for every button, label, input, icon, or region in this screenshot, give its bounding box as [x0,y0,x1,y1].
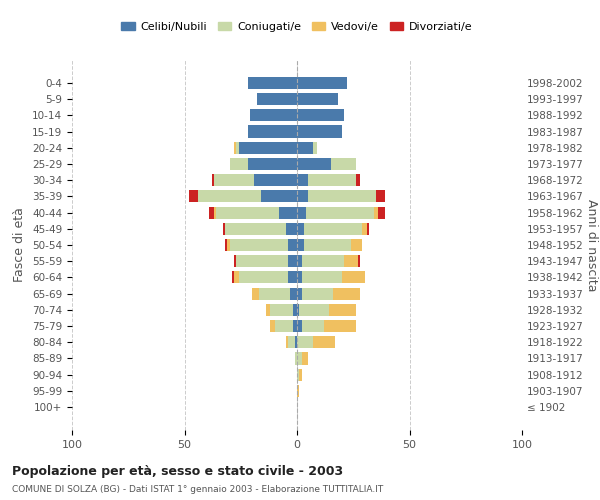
Bar [288,239,297,251]
Bar [302,272,342,283]
Bar [362,222,367,235]
Bar [304,222,362,235]
Bar [239,272,288,283]
Bar [257,93,297,105]
Bar [225,239,227,251]
Bar [297,288,302,300]
Bar [293,320,297,332]
Bar [297,320,302,332]
Bar [313,142,317,154]
Bar [297,126,342,138]
Bar [313,336,335,348]
Bar [344,255,358,268]
Bar [297,158,331,170]
Legend: Celibi/Nubili, Coniugati/e, Vedovi/e, Divorziati/e: Celibi/Nubili, Coniugati/e, Vedovi/e, Di… [117,18,477,36]
Bar [342,272,365,283]
Bar [297,142,313,154]
Bar [297,93,337,105]
Bar [286,222,297,235]
Bar [297,239,304,251]
Bar [288,272,297,283]
Bar [214,206,216,218]
Bar [214,174,254,186]
Bar [304,239,351,251]
Bar [297,255,302,268]
Bar [297,352,302,364]
Bar [333,288,360,300]
Bar [376,190,385,202]
Bar [297,109,344,122]
Bar [275,320,293,332]
Bar [279,206,297,218]
Bar [329,304,355,316]
Bar [373,206,378,218]
Bar [248,126,297,138]
Bar [302,352,308,364]
Bar [355,174,360,186]
Bar [297,272,302,283]
Bar [299,304,329,316]
Bar [270,304,293,316]
Bar [293,304,297,316]
Bar [297,368,299,381]
Y-axis label: Fasce di età: Fasce di età [13,208,26,282]
Bar [265,304,270,316]
Bar [225,222,286,235]
Bar [288,255,297,268]
Bar [250,109,297,122]
Bar [248,77,297,89]
Bar [212,174,214,186]
Bar [232,272,234,283]
Bar [252,288,259,300]
Bar [290,288,297,300]
Bar [302,288,333,300]
Bar [259,288,290,300]
Bar [234,255,236,268]
Bar [234,142,236,154]
Bar [216,206,279,218]
Bar [306,206,373,218]
Bar [270,320,275,332]
Bar [286,336,288,348]
Bar [351,239,362,251]
Bar [236,142,239,154]
Text: COMUNE DI SOLZA (BG) - Dati ISTAT 1° gennaio 2003 - Elaborazione TUTTITALIA.IT: COMUNE DI SOLZA (BG) - Dati ISTAT 1° gen… [12,485,383,494]
Bar [198,190,261,202]
Bar [297,304,299,316]
Y-axis label: Anni di nascita: Anni di nascita [584,198,598,291]
Bar [297,206,306,218]
Bar [297,190,308,202]
Bar [209,206,214,218]
Bar [302,320,324,332]
Bar [227,239,229,251]
Bar [358,255,360,268]
Bar [288,336,295,348]
Bar [254,174,297,186]
Bar [299,368,302,381]
Bar [297,77,347,89]
Bar [234,272,239,283]
Bar [261,190,297,202]
Bar [297,385,299,397]
Bar [367,222,369,235]
Bar [295,352,297,364]
Bar [378,206,385,218]
Bar [297,222,304,235]
Bar [248,158,297,170]
Bar [324,320,355,332]
Bar [297,336,313,348]
Bar [308,174,355,186]
Bar [189,190,198,202]
Bar [331,158,355,170]
Bar [236,255,288,268]
Bar [295,336,297,348]
Text: Popolazione per età, sesso e stato civile - 2003: Popolazione per età, sesso e stato civil… [12,465,343,478]
Bar [308,190,376,202]
Bar [297,174,308,186]
Bar [223,222,225,235]
Bar [229,239,288,251]
Bar [229,158,248,170]
Bar [239,142,297,154]
Bar [302,255,344,268]
